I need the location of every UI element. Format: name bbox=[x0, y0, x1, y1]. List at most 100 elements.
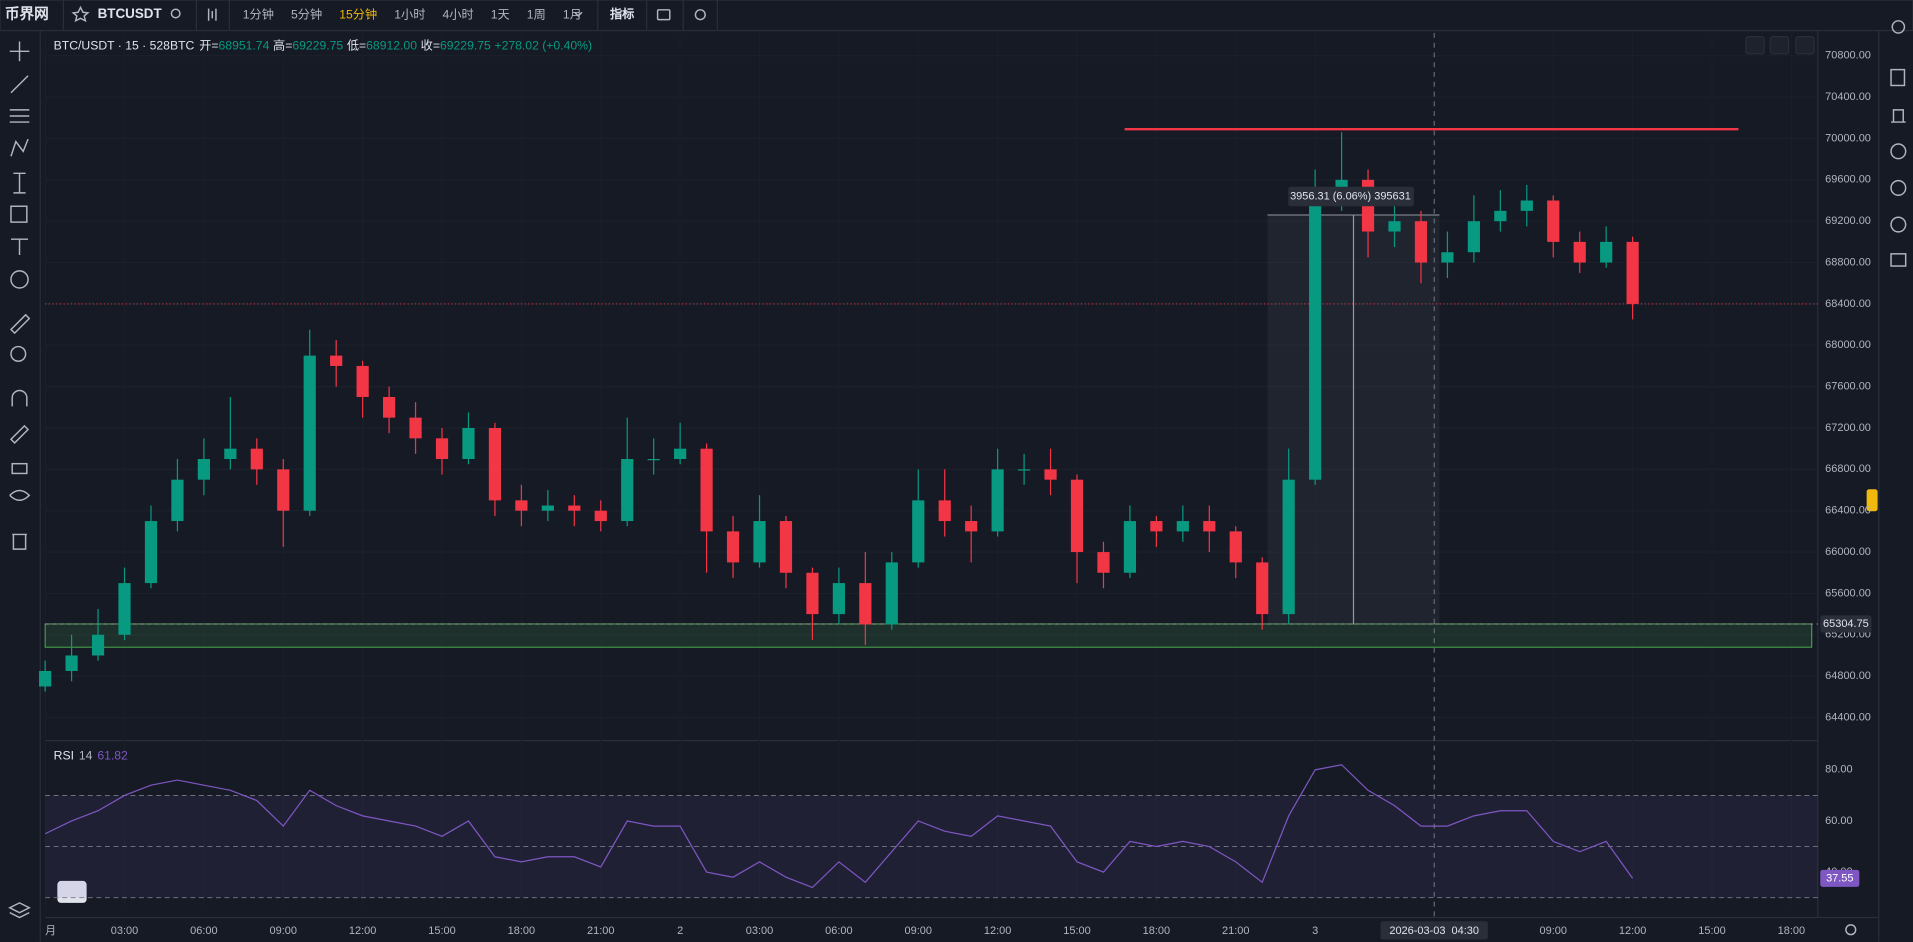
trend-line-tool[interactable] bbox=[10, 75, 29, 94]
visibility-tool[interactable] bbox=[9, 489, 31, 502]
magnet-tool[interactable] bbox=[11, 389, 28, 407]
candle-body bbox=[118, 583, 131, 635]
candle-body bbox=[726, 531, 740, 563]
lock-tool[interactable] bbox=[11, 462, 28, 475]
crosshair-tool[interactable] bbox=[9, 41, 30, 62]
candle-body bbox=[1070, 479, 1084, 553]
projection-tool[interactable] bbox=[13, 172, 26, 194]
ruler-tool[interactable] bbox=[9, 313, 31, 335]
layers-tool[interactable] bbox=[8, 902, 31, 919]
interval-button[interactable]: 5分钟 bbox=[291, 7, 322, 22]
axis-settings-icon[interactable] bbox=[1845, 924, 1857, 936]
settings-icon[interactable] bbox=[694, 9, 706, 21]
legend-field-label: 高= bbox=[273, 38, 292, 53]
legend-title: BTC/USDT · 15 · 528BTC bbox=[54, 39, 195, 53]
interval-button[interactable]: 15分钟 bbox=[339, 7, 377, 22]
watchlist-icon[interactable] bbox=[1890, 68, 1906, 87]
rsi-line bbox=[44, 764, 1634, 889]
candle-body bbox=[674, 448, 687, 460]
y-tick-label: 64400.00 bbox=[1825, 711, 1871, 723]
symbol[interactable]: BTCUSDT bbox=[98, 6, 163, 21]
interval-button[interactable]: 1天 bbox=[491, 8, 510, 22]
y-tick-label: 69600.00 bbox=[1825, 174, 1871, 186]
y-tick-label: 64800.00 bbox=[1825, 670, 1871, 682]
rsi-legend-name: RSI bbox=[54, 749, 74, 763]
dropdown-icon[interactable] bbox=[574, 11, 583, 17]
left-toolbar bbox=[8, 30, 41, 942]
support-price-label: 65304.75 bbox=[1823, 618, 1869, 630]
calendar-icon[interactable] bbox=[1890, 216, 1907, 233]
interval-button[interactable]: 1月 bbox=[563, 8, 582, 22]
candle-body bbox=[224, 448, 237, 460]
rsi-tick-label: 60.00 bbox=[1825, 815, 1852, 827]
price-tag bbox=[1820, 615, 1872, 633]
currency-icon[interactable] bbox=[1890, 179, 1907, 197]
account-icon[interactable] bbox=[1891, 20, 1906, 34]
candle-body bbox=[779, 521, 793, 573]
candle-body bbox=[356, 365, 369, 397]
y-tick-label: 70000.00 bbox=[1825, 132, 1871, 144]
candle-body bbox=[1414, 221, 1428, 263]
y-tick-label: 66400.00 bbox=[1825, 505, 1871, 517]
candle-body bbox=[1309, 190, 1322, 480]
shape-tool[interactable] bbox=[10, 205, 28, 223]
x-tick-label: 12:00 bbox=[1619, 925, 1646, 937]
draw-mode-tool[interactable] bbox=[9, 424, 30, 444]
candle-body bbox=[621, 459, 634, 522]
x-tick-label: 15:00 bbox=[1698, 925, 1725, 937]
text-tool[interactable] bbox=[10, 238, 29, 256]
candle-body bbox=[1467, 221, 1480, 253]
candle-body bbox=[65, 655, 78, 671]
interval-button[interactable]: 4小时 bbox=[443, 8, 474, 22]
rsi-tick-label: 80.00 bbox=[1825, 764, 1852, 776]
pane-button[interactable] bbox=[1745, 36, 1765, 55]
candle-body bbox=[171, 479, 184, 522]
candle-body bbox=[330, 355, 343, 366]
x-tick-label: 06:00 bbox=[825, 925, 852, 937]
candle-body bbox=[488, 427, 502, 501]
emoji-tool[interactable] bbox=[10, 270, 29, 289]
search-icon[interactable] bbox=[170, 8, 181, 19]
candle-body bbox=[250, 448, 263, 470]
x-tick-label: 15:00 bbox=[428, 925, 455, 937]
candle-body bbox=[1176, 521, 1189, 532]
logo[interactable]: 币界网 bbox=[5, 6, 49, 23]
candle-body bbox=[1388, 221, 1401, 232]
indicators-button[interactable]: 指标 bbox=[610, 6, 634, 21]
rsi-value-tag bbox=[1820, 869, 1860, 887]
delete-tool[interactable] bbox=[12, 533, 27, 550]
chart-type-icon[interactable] bbox=[207, 8, 217, 21]
measure-label: 3956.31 (6.06%) 395631 bbox=[1290, 190, 1411, 202]
x-tick-label: 06:00 bbox=[190, 925, 217, 937]
snapshot-icon[interactable] bbox=[656, 9, 671, 21]
interval-button[interactable]: 1小时 bbox=[394, 8, 425, 22]
favorite-icon[interactable] bbox=[71, 5, 90, 23]
x-tick-label: 21:00 bbox=[1222, 925, 1249, 937]
x-tick-label: 21:00 bbox=[587, 925, 614, 937]
candle-body bbox=[382, 396, 396, 418]
y-tick-label: 66800.00 bbox=[1825, 463, 1871, 475]
collapse-handle[interactable] bbox=[1866, 489, 1878, 512]
y-tick-label: 66000.00 bbox=[1825, 546, 1871, 558]
candle-body bbox=[1626, 241, 1639, 304]
pane-button[interactable] bbox=[1795, 36, 1815, 55]
candle-body bbox=[568, 505, 581, 511]
fib-tool[interactable] bbox=[9, 109, 30, 123]
pattern-tool[interactable] bbox=[10, 138, 29, 157]
interval-button[interactable]: 1分钟 bbox=[243, 7, 274, 22]
legend-field-value: 68951.74 bbox=[219, 39, 270, 53]
zoom-tool[interactable] bbox=[10, 345, 27, 362]
interval-button[interactable]: 1周 bbox=[527, 8, 546, 22]
pane-button[interactable] bbox=[1769, 36, 1790, 55]
candle-body bbox=[594, 510, 607, 522]
alerts-icon[interactable] bbox=[1891, 109, 1906, 123]
chat-icon[interactable] bbox=[1890, 253, 1907, 267]
candle-body bbox=[39, 670, 52, 687]
candle-body bbox=[1256, 562, 1269, 615]
y-tick-label: 65600.00 bbox=[1825, 587, 1871, 599]
support-zone bbox=[44, 623, 1813, 648]
x-tick-label: 月 bbox=[45, 925, 56, 937]
data-window-icon[interactable] bbox=[1890, 143, 1907, 160]
candle-body bbox=[832, 583, 845, 615]
